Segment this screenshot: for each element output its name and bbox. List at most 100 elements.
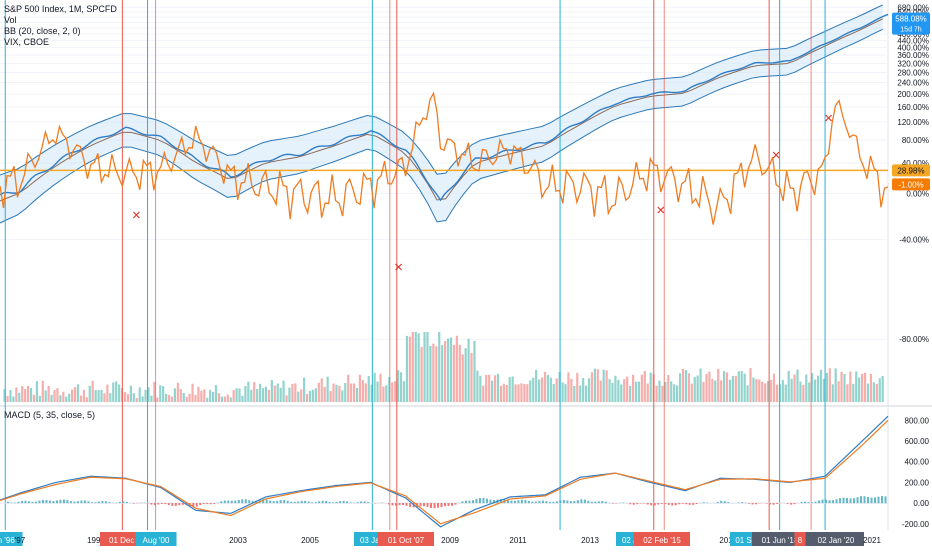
macd-hist-bar xyxy=(580,499,582,503)
volume-bar xyxy=(62,392,64,402)
legend-vix[interactable]: VIX, CBOE xyxy=(4,37,117,48)
macd-hist-bar xyxy=(675,503,677,505)
volume-bar xyxy=(588,378,590,402)
macd-hist-bar xyxy=(154,503,156,505)
volume-bar xyxy=(341,390,343,402)
macd-hist-bar xyxy=(332,502,334,503)
volume-bar xyxy=(817,376,819,402)
volume-bar xyxy=(9,390,11,402)
volume-bar xyxy=(846,384,848,402)
macd-hist-bar xyxy=(283,500,285,503)
volume-bar xyxy=(291,384,293,402)
macd-hist-bar xyxy=(636,503,638,504)
volume-bar xyxy=(71,390,73,402)
volume-bar xyxy=(300,389,302,402)
volume-bar xyxy=(36,381,38,402)
macd-hist-bar xyxy=(350,502,352,503)
volume-bar xyxy=(423,332,425,402)
volume-bar xyxy=(688,373,690,402)
macd-hist-bar xyxy=(420,503,422,506)
macd-hist-bar xyxy=(322,501,324,503)
volume-bar xyxy=(253,382,255,402)
macd-hist-bar xyxy=(878,497,880,503)
volume-bar xyxy=(124,392,126,402)
volume-bar xyxy=(97,390,99,402)
legend-vol[interactable]: Vol xyxy=(4,15,117,26)
volume-bar xyxy=(629,386,631,402)
volume-bar xyxy=(661,386,663,402)
volume-bar xyxy=(353,383,355,402)
volume-bar xyxy=(608,379,610,402)
volume-bar xyxy=(247,382,249,402)
volume-bar xyxy=(233,390,235,402)
volume-bar xyxy=(582,378,584,402)
volume-bar xyxy=(467,339,469,402)
x-tick-label: 8 xyxy=(798,536,803,545)
volume-bar xyxy=(162,386,164,402)
volume-bar xyxy=(171,397,173,402)
volume-bar xyxy=(24,389,26,402)
volume-bar xyxy=(814,380,816,402)
volume-bar xyxy=(374,373,376,402)
volume-bar xyxy=(826,373,828,402)
x-tick-label: 01 Oct '07 xyxy=(388,536,425,545)
volume-bar xyxy=(115,381,117,402)
volume-bar xyxy=(30,388,32,402)
volume-bar xyxy=(500,386,502,402)
macd-hist-bar xyxy=(850,498,852,503)
macd-hist-bar xyxy=(241,499,243,503)
volume-bar xyxy=(714,380,716,402)
volume-bar xyxy=(744,374,746,402)
macd-hist-bar xyxy=(444,503,446,506)
macd-hist-bar xyxy=(748,503,750,504)
volume-bar xyxy=(585,386,587,402)
volume-bar xyxy=(421,347,423,402)
volume-bar xyxy=(570,379,572,402)
volume-bar xyxy=(785,385,787,402)
macd-hist-bar xyxy=(73,502,75,504)
macd-hist-bar xyxy=(860,496,862,503)
volume-bar xyxy=(453,345,455,402)
volume-bar xyxy=(197,387,199,402)
legend-macd[interactable]: MACD (5, 35, close, 5) xyxy=(4,410,95,421)
volume-bar xyxy=(45,390,47,402)
volume-bar xyxy=(183,393,185,402)
volume-bar xyxy=(676,385,678,402)
macd-hist-bar xyxy=(654,503,656,505)
macd-hist-bar xyxy=(689,503,691,505)
macd-hist-bar xyxy=(171,503,173,506)
volume-bar xyxy=(758,380,760,402)
volume-bar xyxy=(435,346,437,402)
volume-bar xyxy=(315,388,317,402)
volume-bar xyxy=(514,384,516,402)
volume-bar xyxy=(843,374,845,402)
volume-bar xyxy=(15,387,17,402)
legend-bb[interactable]: BB (20, close, 2, 0) xyxy=(4,26,117,37)
volume-bar xyxy=(362,380,364,402)
spx-countdown: 15d 7h xyxy=(900,27,922,34)
volume-bar xyxy=(412,332,414,402)
x-tick-label: 2011 xyxy=(509,536,527,545)
macd-hist-bar xyxy=(668,503,670,505)
volume-bar xyxy=(230,397,232,402)
volume-bar xyxy=(142,396,144,402)
volume-bar xyxy=(159,385,161,402)
volume-bar xyxy=(65,397,67,402)
volume-bar xyxy=(212,392,214,402)
volume-bar xyxy=(106,385,108,402)
macd-hist-bar xyxy=(514,501,516,503)
macd-hist-bar xyxy=(234,501,236,503)
macd-hist-bar xyxy=(815,502,817,503)
macd-hist-bar xyxy=(682,503,684,504)
volume-bar xyxy=(103,393,105,402)
macd-tick-label: 400.00 xyxy=(905,458,930,467)
volume-bar xyxy=(450,337,452,402)
macd-hist-bar xyxy=(434,503,436,508)
macd-hist-bar xyxy=(839,498,841,503)
volume-bar xyxy=(679,373,681,402)
volume-bar xyxy=(623,379,625,402)
legend-main[interactable]: S&P 500 Index, 1M, SPCFD xyxy=(4,4,117,15)
macd-hist-bar xyxy=(479,498,481,503)
